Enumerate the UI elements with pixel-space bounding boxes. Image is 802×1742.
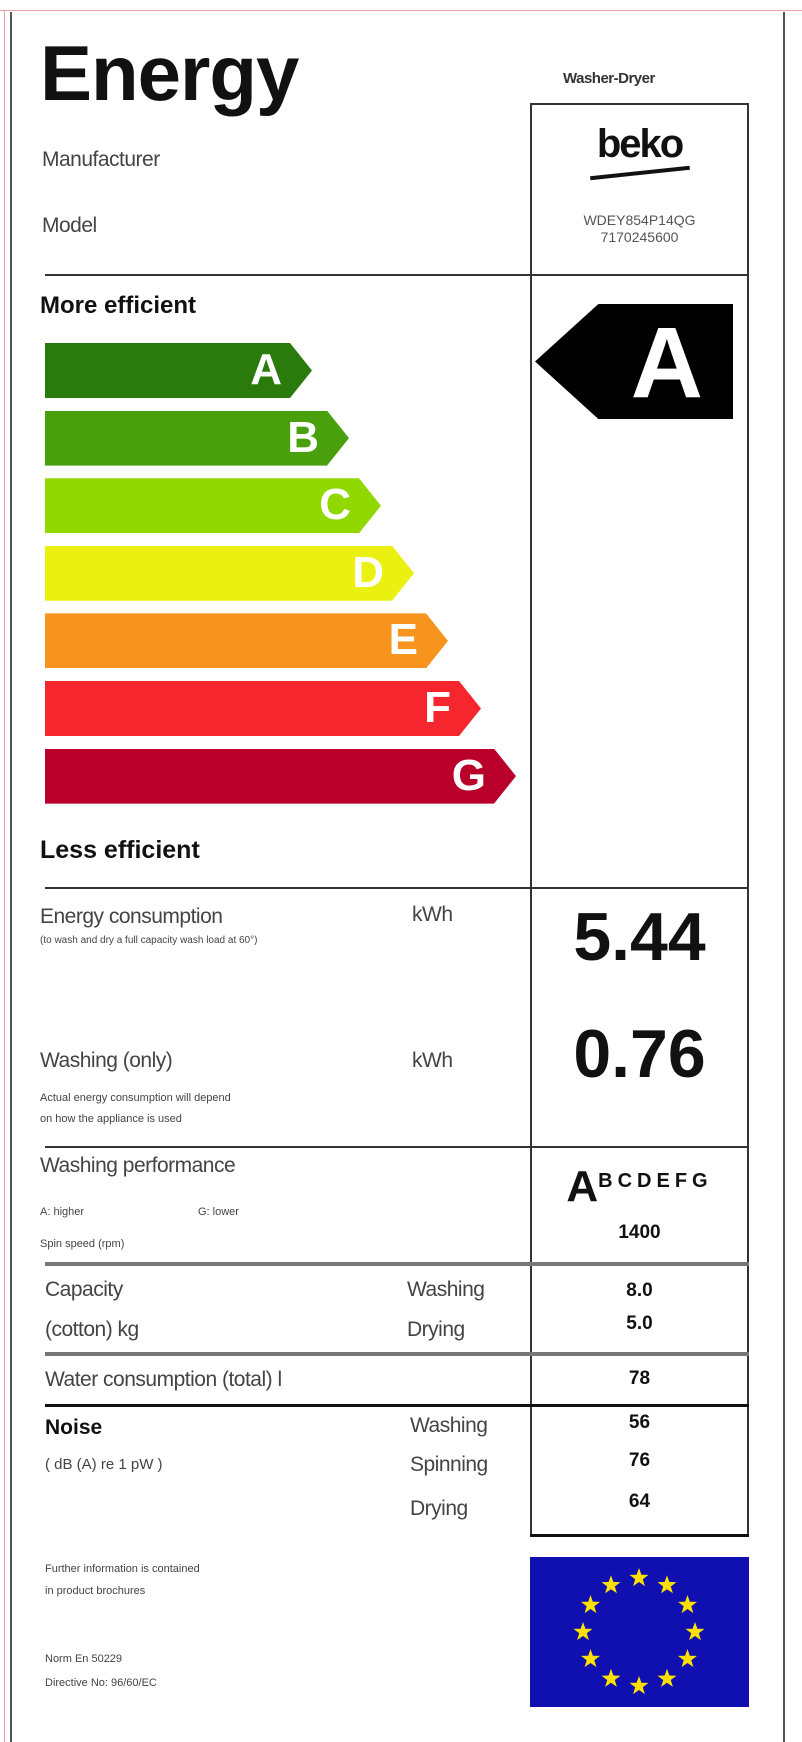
efficiency-bar-letter: E: [388, 615, 418, 665]
label-border-right: [783, 12, 785, 1742]
eu-star-icon: [601, 1575, 621, 1594]
noise-spinning-value: 76: [628, 1450, 651, 1471]
eu-star-icon: [657, 1668, 677, 1687]
eu-star-icon: [573, 1622, 593, 1641]
eu-star-icon: [678, 1595, 697, 1614]
brand-logo-swoosh: [590, 165, 690, 181]
more-efficient-label: More efficient: [40, 292, 197, 319]
divider-energy: [45, 1146, 749, 1148]
efficiency-bar-g: G: [45, 749, 516, 804]
noise-label: Noise: [45, 1416, 103, 1439]
eu-star-icon: [581, 1649, 600, 1668]
efficiency-bar-letter: D: [352, 547, 384, 597]
further-info-2: in product brochures: [45, 1585, 146, 1597]
spin-speed-value: 1400: [618, 1222, 661, 1243]
performance-lower: G: lower: [198, 1206, 239, 1218]
capacity-label: Capacity: [45, 1278, 123, 1301]
efficiency-bar-b: B: [45, 411, 349, 466]
performance-label: Washing performance: [40, 1154, 236, 1177]
water-label: Water consumption (total) l: [45, 1368, 282, 1391]
eu-star-icon: [601, 1668, 621, 1687]
water-value: 78: [628, 1368, 651, 1389]
energy-consumption-label: Energy consumption: [40, 905, 223, 928]
rating-arrow: A: [535, 304, 733, 419]
capacity-unit: (cotton) kg: [45, 1318, 139, 1341]
energy-value: 5.44: [573, 899, 706, 975]
performance-higher: A: higher: [40, 1206, 85, 1218]
appliance-type: Washer-Dryer: [563, 70, 655, 87]
brand-logo-text: beko: [596, 122, 684, 166]
energy-consumption-note: (to wash and dry a full capacity wash lo…: [40, 935, 258, 946]
capacity-drying-value: 5.0: [626, 1313, 653, 1334]
efficiency-bar-letter: A: [250, 345, 282, 394]
efficiency-bar-d: D: [45, 546, 414, 601]
noise-unit: ( dB (A) re 1 pW ): [45, 1456, 163, 1473]
column-left-line: [530, 103, 532, 1536]
eu-star-icon: [678, 1649, 697, 1668]
noise-washing-value: 56: [628, 1412, 651, 1433]
capacity-washing-value: 8.0: [626, 1280, 653, 1301]
model-label: Model: [42, 214, 97, 237]
eu-star-icon: [629, 1568, 649, 1587]
washing-only-unit: kWh: [412, 1049, 453, 1072]
directive-text: Directive No: 96/60/EC: [45, 1677, 157, 1689]
noise-spinning-label: Spinning: [410, 1453, 488, 1476]
washing-only-value: 0.76: [573, 1016, 706, 1092]
noise-drying-label: Drying: [410, 1497, 468, 1520]
efficiency-bar-letter: B: [287, 412, 319, 462]
eu-star-icon: [685, 1622, 705, 1641]
box-bottom: [530, 1534, 749, 1537]
efficiency-bar-f: F: [45, 681, 481, 736]
efficiency-bar-letter: C: [319, 480, 351, 530]
less-efficient-label: Less efficient: [40, 836, 200, 864]
performance-other-classes: BCDEFG: [598, 1170, 713, 1192]
page-edge-top: [0, 10, 802, 11]
eu-flag-icon: [530, 1557, 749, 1707]
label-title: Energy: [40, 29, 299, 117]
efficiency-bar-letter: G: [451, 750, 486, 800]
eu-star-icon: [581, 1595, 600, 1614]
box-top: [530, 103, 749, 105]
efficiency-bar-letter: F: [424, 683, 451, 732]
model-info: WDEY854P14QG 7170245600: [530, 212, 749, 246]
washing-only-label: Washing (only): [40, 1049, 173, 1072]
brand-logo: beko: [530, 122, 749, 167]
model-number: 7170245600: [600, 229, 679, 245]
page-edge-left: [4, 10, 5, 1742]
energy-unit: kWh: [412, 903, 453, 926]
manufacturer-label: Manufacturer: [42, 148, 160, 171]
divider-scale: [45, 887, 749, 889]
capacity-drying-label: Drying: [407, 1318, 465, 1341]
efficiency-bar-c: C: [45, 478, 381, 533]
capacity-washing-label: Washing: [407, 1278, 485, 1301]
washing-only-note-1: Actual energy consumption will depend: [40, 1092, 231, 1104]
spin-speed-label: Spin speed (rpm): [40, 1238, 125, 1250]
performance-scale: ABCDEFG: [530, 1162, 749, 1212]
noise-washing-label: Washing: [410, 1414, 488, 1437]
further-info-1: Further information is contained: [45, 1563, 200, 1575]
divider-header: [45, 274, 749, 276]
divider-capacity: [45, 1352, 749, 1356]
performance-rating: A: [566, 1162, 599, 1211]
model-code: WDEY854P14QG: [583, 212, 696, 228]
eu-star-icon: [629, 1676, 649, 1695]
divider-performance: [45, 1262, 749, 1266]
column-right-line: [747, 103, 749, 1536]
efficiency-bar-a: A: [45, 343, 312, 398]
washing-only-note-2: on how the appliance is used: [40, 1113, 182, 1125]
noise-drying-value: 64: [628, 1491, 651, 1512]
divider-water: [45, 1404, 749, 1407]
label-border-left: [10, 12, 12, 1742]
eu-star-icon: [657, 1575, 677, 1594]
norm-text: Norm En 50229: [45, 1653, 123, 1665]
rating-letter: A: [630, 307, 703, 419]
efficiency-bar-e: E: [45, 613, 448, 668]
